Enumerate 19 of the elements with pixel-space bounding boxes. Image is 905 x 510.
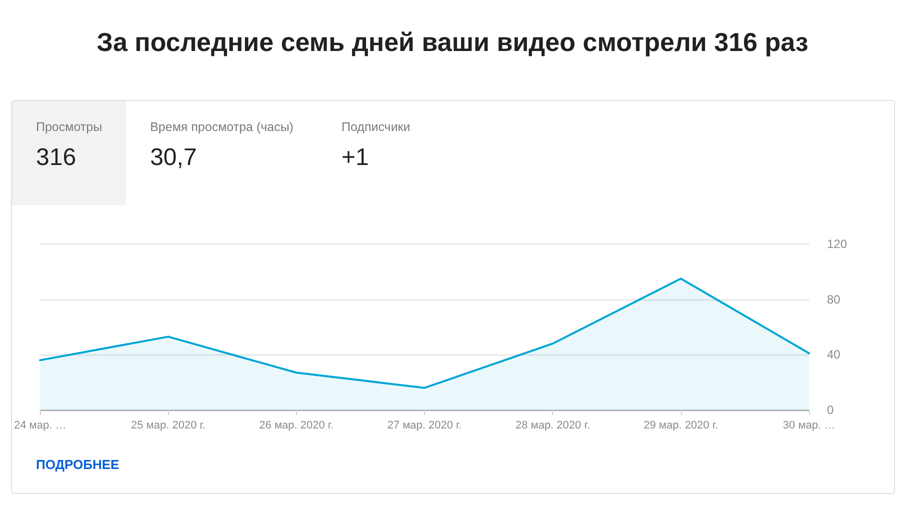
text: +1 xyxy=(341,143,370,173)
x-tick-label: 26 мар. 2020 г. xyxy=(259,420,334,432)
x-tick-label: 28 мар. 2020 г. xyxy=(515,420,590,432)
text: Подписчики xyxy=(341,119,410,135)
text: 30,7 xyxy=(150,143,198,173)
y-tick-label: 120 xyxy=(827,237,848,251)
chart-title: За последние семь дней ваши видео смотрели 316 раз xyxy=(96,26,810,58)
x-tick-label: 29 мар. 2020 г. xyxy=(644,420,718,432)
y-tick-label: 80 xyxy=(827,292,841,306)
text: ПОДРОБНЕЕ xyxy=(36,457,120,473)
text: Просмотры xyxy=(36,119,102,135)
text: Время просмотра (часы) xyxy=(150,119,294,135)
y-tick-label: 40 xyxy=(827,348,841,362)
text: 316 xyxy=(36,143,78,173)
x-tick-label: 27 мар. 2020 г. xyxy=(387,420,462,432)
y-tick-label: 0 xyxy=(827,403,834,417)
x-tick-label: 25 мар. 2020 г. xyxy=(131,420,206,432)
x-tick-label: 24 мар. … xyxy=(14,420,66,432)
x-tick-label: 30 мар. … xyxy=(782,420,836,432)
